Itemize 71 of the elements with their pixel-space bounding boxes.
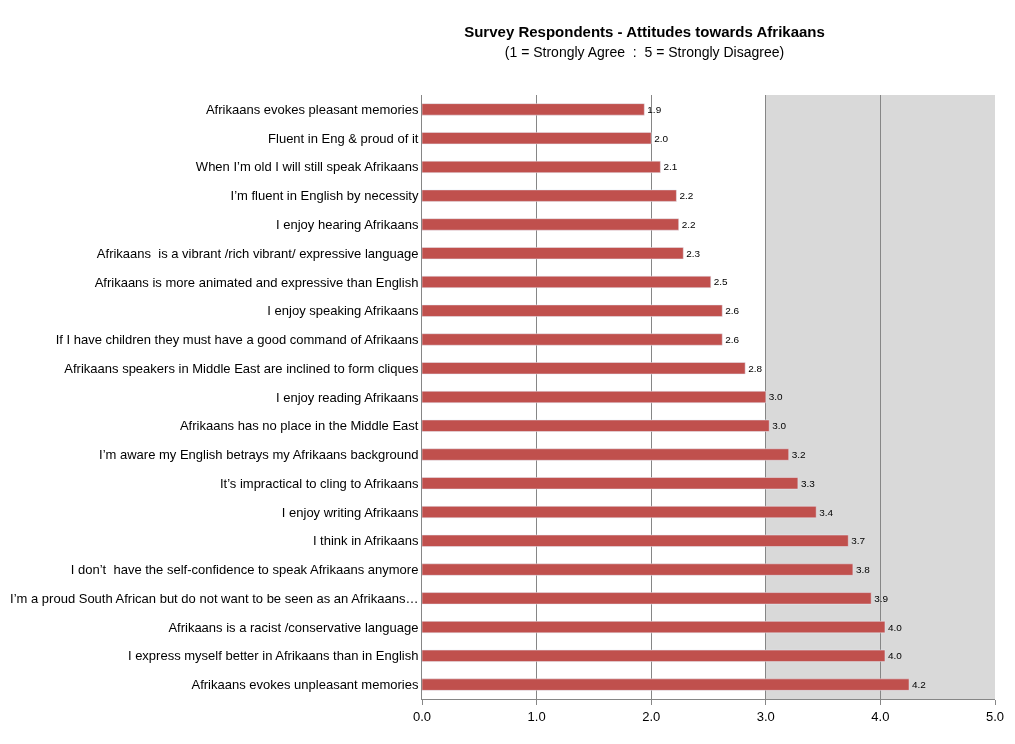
data-label: 2.1 — [663, 161, 678, 173]
x-tick-label: 3.0 — [756, 708, 775, 724]
y-tick-label: I enjoy reading Afrikaans — [276, 389, 419, 405]
bar — [422, 160, 661, 173]
x-tick-label: 5.0 — [985, 708, 1005, 724]
bar — [422, 333, 723, 346]
data-label: 3.3 — [800, 477, 816, 489]
data-label: 3.0 — [768, 391, 784, 403]
data-label: 2.0 — [654, 132, 669, 144]
y-tick-label: If I have children they must have a good command of Afrikaans — [55, 332, 419, 348]
bar — [422, 563, 854, 576]
x-tick-label: 4.0 — [871, 708, 890, 724]
y-tick-label: Fluent in Eng & proud of it — [268, 130, 419, 146]
y-tick-label: It’s impractical to cling to Afrikaans — [219, 475, 419, 491]
bar — [422, 419, 770, 432]
data-label: 2.5 — [713, 276, 729, 288]
y-tick-label: Afrikaans is a vibrant /rich vibrant/ expressive language — [96, 245, 419, 261]
bar — [422, 103, 645, 116]
bar — [422, 189, 677, 202]
y-tick-label: I’m a proud South African but do not want to be seen as an Afrikaans… — [10, 590, 419, 606]
bar — [422, 506, 817, 519]
y-tick-label: Afrikaans speakers in Middle East are inclined to form cliques — [64, 360, 419, 376]
y-tick-label: I think in Afrikaans — [312, 533, 419, 549]
y-tick-label: I don’t have the self-confidence to speak Afrikaans anymore — [70, 562, 419, 578]
data-label: 1.9 — [647, 103, 662, 115]
data-label: 3.8 — [855, 564, 871, 576]
bar — [422, 592, 872, 605]
y-tick-label: Afrikaans is a racist /conservative language — [168, 619, 419, 635]
y-tick-label: When I’m old I will still speak Afrikaans — [195, 159, 419, 175]
data-label: 4.2 — [912, 679, 927, 691]
x-tick-label: 0.0 — [412, 708, 432, 724]
y-tick-label: I enjoy writing Afrikaans — [281, 504, 419, 520]
data-label: 2.8 — [748, 362, 763, 374]
bar — [422, 362, 746, 375]
y-tick-label: I’m aware my English betrays my Afrikaans background — [99, 447, 419, 463]
data-label: 3.2 — [791, 448, 807, 460]
data-label: 3.7 — [851, 535, 866, 547]
bar — [422, 477, 799, 490]
y-tick-label: Afrikaans has no place in the Middle East — [179, 418, 419, 434]
bar — [422, 621, 886, 634]
y-tick-label: Afrikaans is more animated and expressive than English — [94, 274, 419, 290]
bar — [422, 448, 789, 461]
x-tick-label: 2.0 — [642, 708, 661, 724]
bar — [422, 649, 886, 662]
bar — [422, 275, 712, 288]
y-tick-label: Afrikaans evokes pleasant memories — [205, 101, 419, 117]
data-label: 4.0 — [887, 650, 903, 662]
bar — [422, 132, 652, 145]
chart-subtitle: (1 = Strongly Agree : 5 = Strongly Disagree) — [504, 43, 785, 60]
bar — [422, 218, 679, 231]
data-label: 2.6 — [725, 333, 740, 345]
bar — [422, 304, 723, 317]
bar — [422, 391, 767, 403]
y-tick-label: I express myself better in Afrikaans than in English — [127, 648, 419, 664]
data-label: 2.2 — [679, 190, 694, 202]
bar — [422, 247, 684, 260]
y-tick-label: I enjoy hearing Afrikaans — [276, 216, 419, 232]
data-label: 3.0 — [772, 420, 787, 432]
x-tick-label: 1.0 — [527, 708, 546, 724]
y-tick-label: Afrikaans evokes unpleasant memories — [191, 677, 419, 693]
data-label: 2.2 — [681, 218, 697, 230]
data-label: 2.6 — [725, 305, 740, 317]
bar — [422, 678, 910, 691]
data-label: 3.4 — [819, 506, 834, 518]
bar — [422, 534, 849, 547]
chart-title: Survey Respondents - Attitudes towards Afrikaans — [464, 23, 825, 41]
data-label: 4.0 — [887, 621, 903, 633]
data-label: 3.9 — [874, 592, 889, 604]
y-tick-label: I’m fluent in English by necessity — [230, 188, 419, 204]
y-tick-label: I enjoy speaking Afrikaans — [267, 303, 419, 319]
data-label: 2.3 — [686, 247, 701, 259]
